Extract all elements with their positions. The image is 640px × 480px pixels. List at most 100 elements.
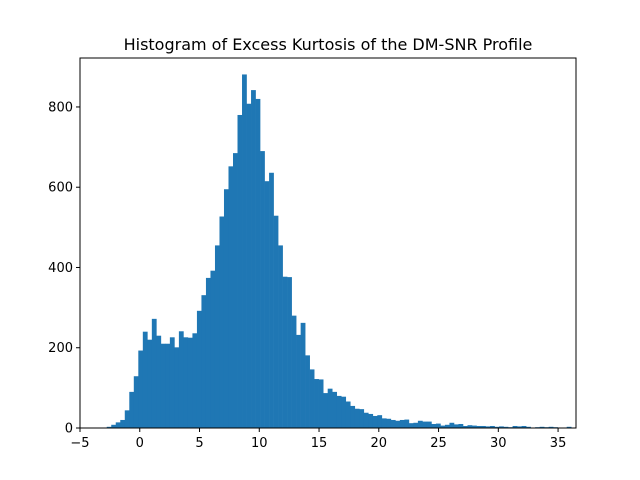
histogram-bar [548, 426, 554, 428]
histogram-bar [404, 419, 410, 428]
x-tick-label: 15 [311, 436, 328, 451]
histogram-bar [300, 322, 306, 428]
histogram-bar [318, 379, 324, 428]
histogram-bar [305, 355, 310, 428]
y-tick-label: 0 [65, 422, 73, 437]
histogram-bar [260, 151, 265, 428]
histogram-bar [133, 376, 139, 428]
histogram-bar [462, 425, 468, 428]
histogram-bar [309, 369, 315, 428]
plot-frame [79, 57, 577, 429]
histogram-bar [223, 189, 229, 428]
histogram-bar [201, 295, 207, 428]
histogram-bar [219, 216, 225, 428]
histogram-bar [359, 409, 365, 428]
histogram-bar [165, 343, 171, 428]
histogram-bar [183, 337, 189, 428]
histogram-bar [210, 270, 216, 428]
histogram-bar [350, 405, 356, 428]
histogram-bar [192, 333, 198, 428]
histogram-bar [323, 393, 328, 428]
histogram-bar [413, 422, 419, 428]
histogram-bar [278, 245, 283, 428]
y-tick-label: 200 [48, 341, 73, 356]
x-tick-label: 0 [136, 436, 144, 451]
x-tick-label: 35 [550, 436, 567, 451]
histogram-bar [539, 426, 545, 428]
histogram-bar [408, 423, 414, 428]
histogram-bar [381, 418, 387, 428]
histogram-bar [129, 391, 135, 428]
histogram-bar [440, 425, 446, 428]
histogram-bar [426, 421, 432, 428]
histogram-bar [526, 426, 531, 428]
histogram-bar [115, 422, 121, 428]
histogram-bar [169, 337, 175, 428]
x-tick-label: 30 [490, 436, 507, 451]
histogram-bar [368, 413, 374, 428]
x-tick-label: 5 [195, 436, 203, 451]
histogram-bar [503, 426, 509, 428]
histogram-bar [296, 334, 301, 428]
histogram-bar [476, 425, 482, 428]
histogram-bar [390, 419, 396, 428]
histogram-bar [341, 396, 347, 428]
histogram-bar [472, 425, 477, 428]
histogram-bar [106, 426, 112, 428]
histogram-bar [467, 425, 473, 428]
chart-title: Histogram of Excess Kurtosis of the DM-S… [124, 35, 533, 54]
histogram-bar [485, 426, 491, 428]
histogram-bar [417, 420, 423, 428]
histogram-bar [255, 98, 261, 429]
histogram-bar [233, 153, 238, 429]
histogram-bar [282, 276, 288, 428]
histogram-bar [372, 415, 378, 428]
histogram-bar [449, 422, 455, 428]
histogram-bar [458, 423, 464, 428]
histogram-bar [147, 339, 153, 428]
x-tick-label: 25 [430, 436, 447, 451]
histogram-bar [314, 379, 319, 428]
x-tick-label: −5 [70, 436, 89, 451]
histogram-bar [228, 166, 234, 428]
histogram-bar [435, 423, 441, 428]
histogram-bar [354, 408, 360, 428]
histogram-bar [431, 423, 437, 428]
histogram-bar [151, 318, 157, 428]
histogram-bar [395, 420, 401, 428]
histogram-bar [444, 424, 450, 428]
histogram-bar [246, 103, 252, 428]
histogram-bar [399, 419, 405, 428]
histogram-bar [517, 426, 522, 428]
histogram-bar [363, 412, 369, 428]
histogram-bar [512, 425, 518, 428]
histogram-bar [332, 391, 338, 428]
x-axis-ticks: −5 0 5 10 15 20 25 30 35 [70, 428, 566, 451]
x-tick-label: 10 [251, 436, 268, 451]
y-axis-ticks: 0 200 400 600 800 [48, 100, 80, 437]
histogram-bar [205, 277, 211, 428]
histogram-bar [327, 388, 333, 428]
histogram-bar [499, 426, 504, 428]
histogram-bar [156, 335, 162, 428]
histogram-bar [111, 424, 117, 428]
histogram-bar [160, 343, 166, 428]
histogram-bar [242, 74, 247, 428]
histogram-bar [287, 277, 292, 428]
histogram-bar [237, 114, 243, 428]
y-tick-label: 800 [48, 100, 73, 115]
histogram-bar [481, 425, 486, 428]
histogram-bar [196, 310, 202, 428]
histogram-bar [377, 415, 383, 428]
histogram-bar [178, 331, 184, 428]
histogram-bar [174, 347, 180, 428]
histogram-bar [521, 425, 527, 428]
histogram-bar [291, 315, 297, 428]
histogram-bars [102, 74, 572, 429]
histogram-bar [336, 395, 342, 428]
x-tick-label: 20 [371, 436, 388, 451]
histogram-bar [494, 426, 500, 428]
histogram-bar [269, 172, 274, 428]
histogram-bar [273, 215, 279, 428]
